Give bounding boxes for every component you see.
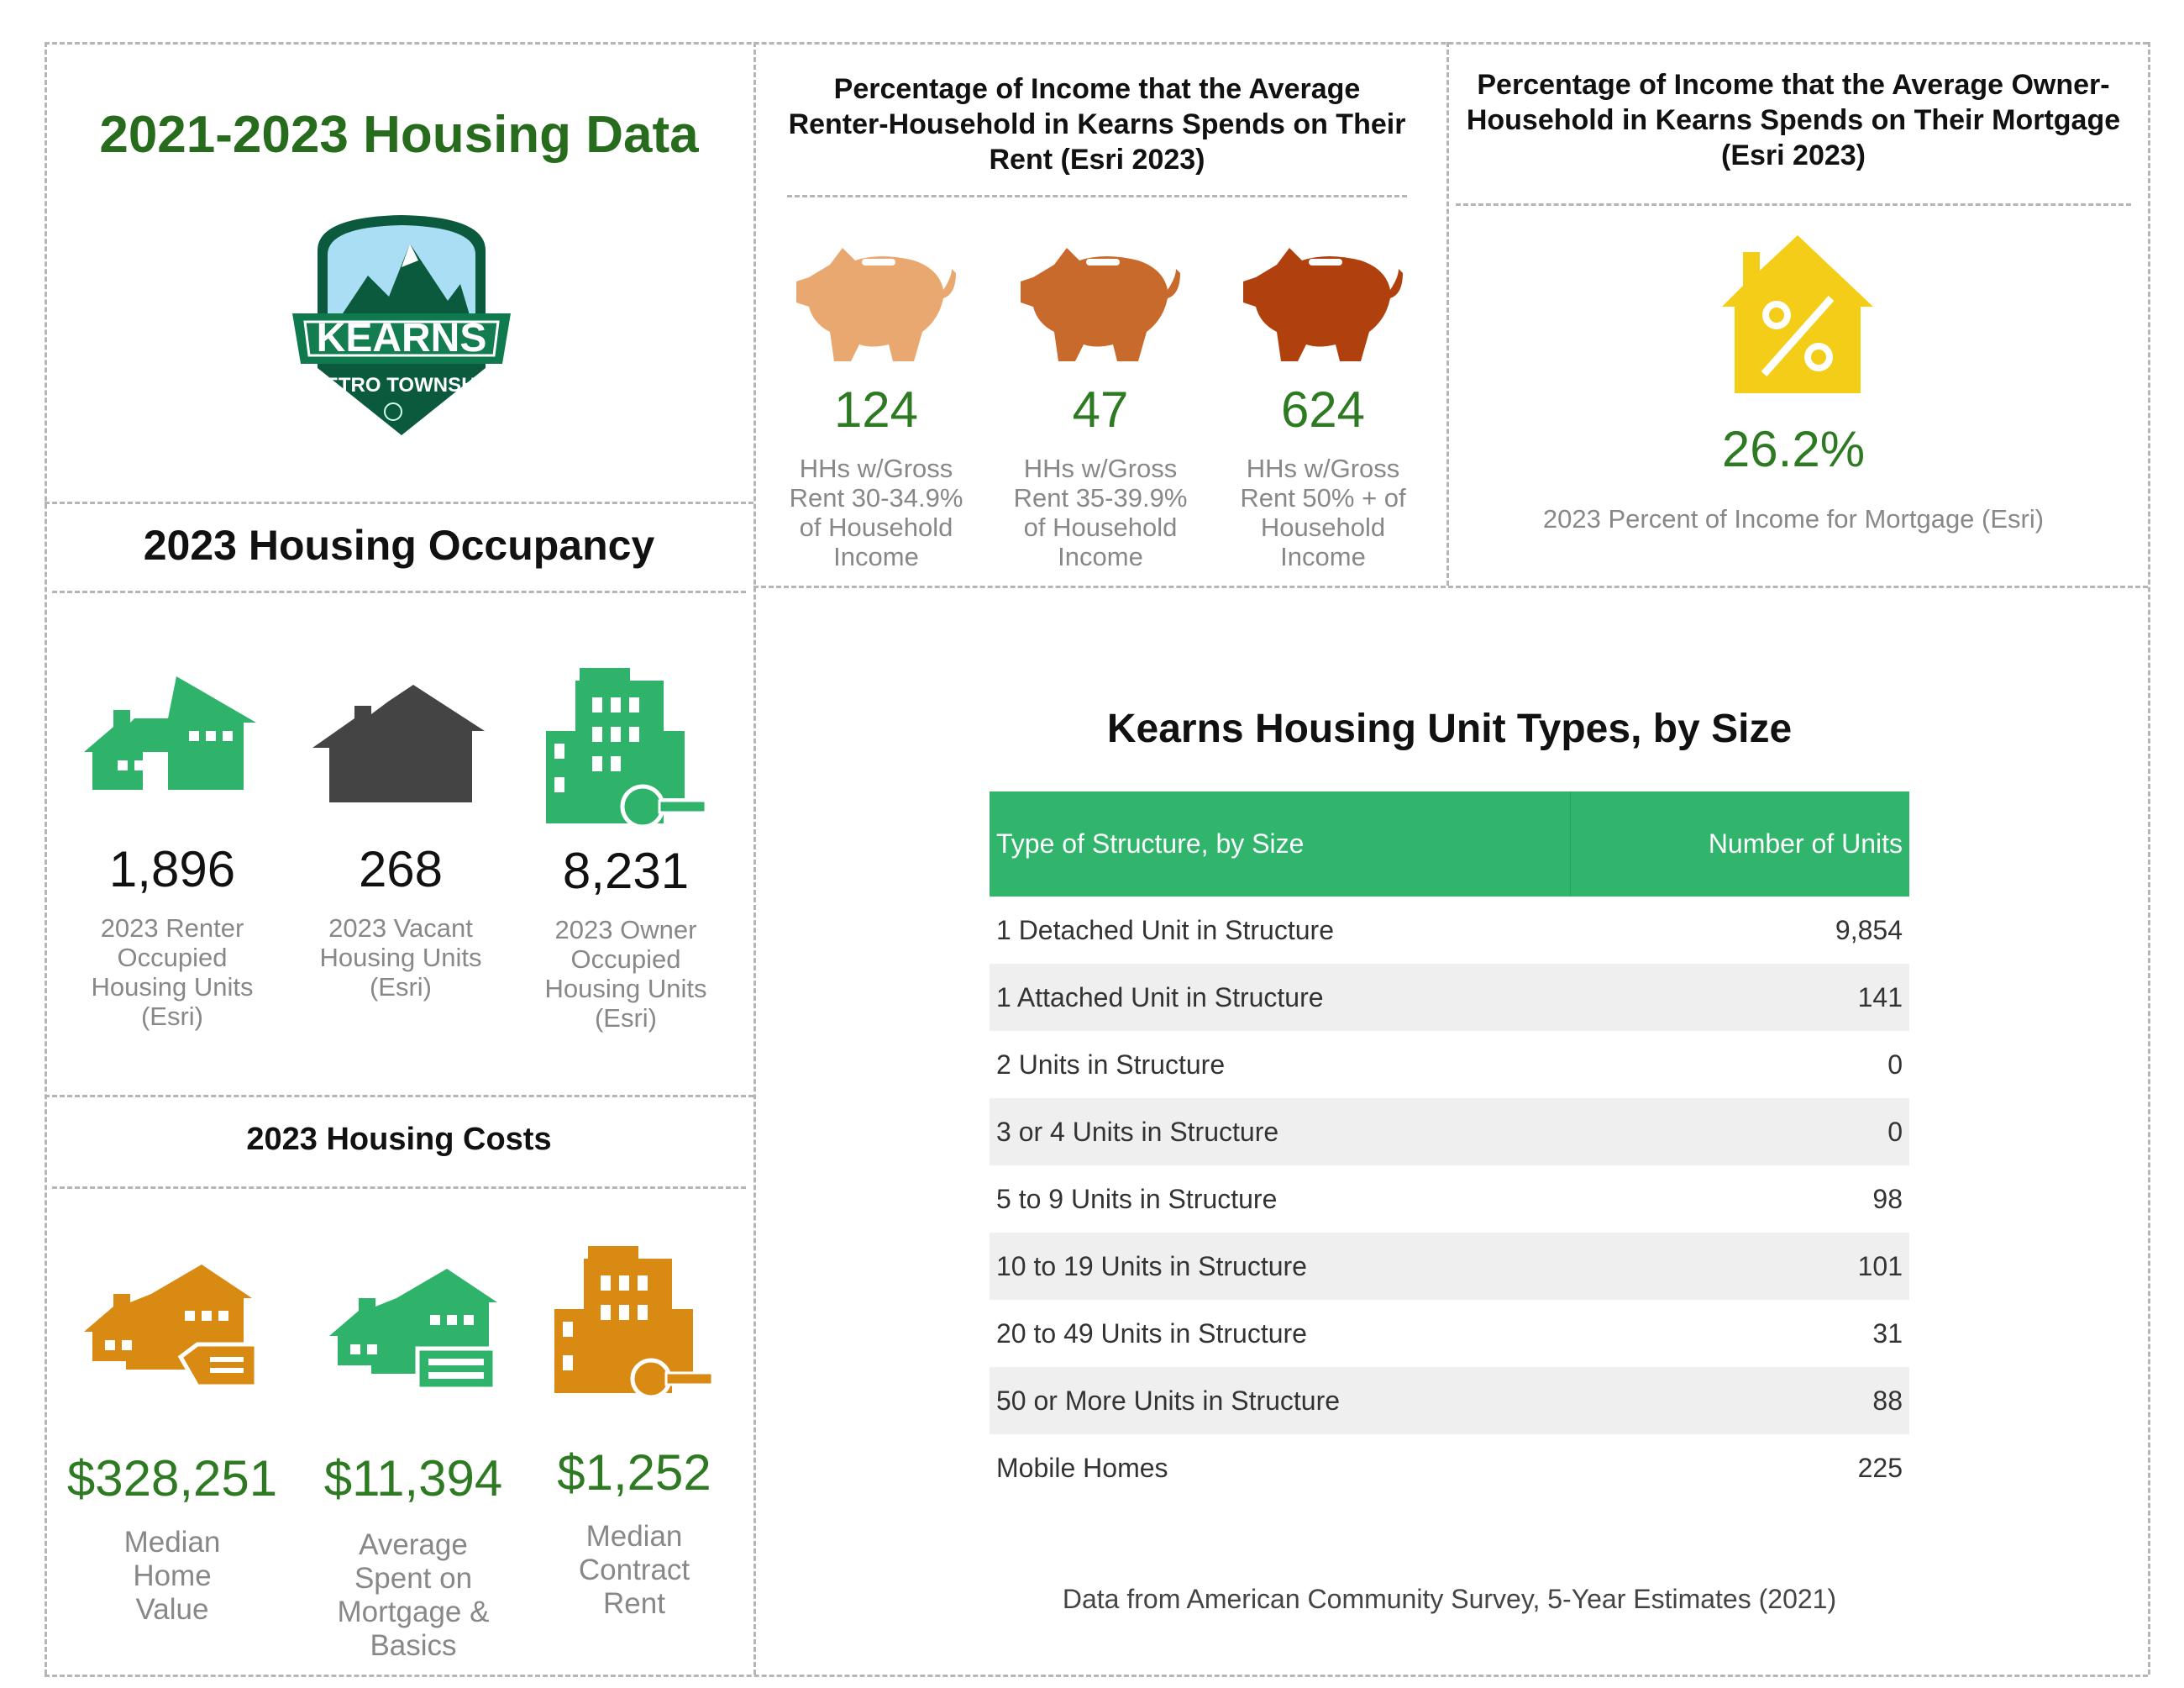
source-note: Data from American Community Survey, 5-Y…	[1062, 1584, 1837, 1614]
renter-label: HHs w/Gross Rent 30-34.9% of Household I…	[789, 454, 963, 571]
structure-type: 5 to 9 Units in Structure	[996, 1183, 1278, 1214]
table-row: 3 or 4 Units in Structure 0	[990, 1098, 1909, 1165]
renter-value: 47	[1072, 381, 1129, 438]
house-check-icon	[329, 1269, 497, 1391]
unit-count: 141	[1570, 964, 1909, 1031]
table-row: 20 to 49 Units in Structure 31	[990, 1300, 1909, 1367]
owner-heading: Percentage of Income that the Average Ow…	[1466, 69, 2121, 171]
piggy-bank-icon	[796, 248, 956, 361]
owner-label: 2023 Percent of Income for Mortgage (Esr…	[1542, 504, 2045, 534]
table-row: 5 to 9 Units in Structure 98	[990, 1165, 1909, 1233]
cost-mortgage: $11,394 Average Spent on Mortgage & Basi…	[304, 1265, 522, 1663]
piggy-bank-icon	[1021, 248, 1180, 361]
table-row: 50 or More Units in Structure 88	[990, 1367, 1909, 1434]
housing-unit-table: Type of Structure, by Size Number of Unit…	[990, 791, 1909, 1501]
median-home-value-label: Median Home Value	[123, 1526, 221, 1626]
renter-value: 124	[833, 381, 919, 438]
renter-label: HHs w/Gross Rent 50% + of Household Inco…	[1240, 454, 1406, 571]
house-tag-icon	[84, 1265, 259, 1389]
renter-heading: Percentage of Income that the Average Re…	[788, 73, 1406, 176]
svg-text:KEARNS: KEARNS	[317, 316, 487, 360]
table-title: Kearns Housing Unit Types, by Size	[1106, 707, 1793, 751]
divider	[45, 502, 753, 504]
costs-heading: 2023 Housing Costs	[246, 1122, 552, 1157]
mortgage-label: Average Spent on Mortgage & Basics	[337, 1528, 490, 1662]
unit-count: 225	[1857, 1452, 1903, 1483]
kearns-logo: KEARNS METRO TOWNSHIP	[284, 208, 519, 444]
renter-units-label: 2023 Renter Occupied Housing Units (Esri…	[91, 913, 254, 1031]
structure-type: 10 to 19 Units in Structure	[990, 1233, 1571, 1300]
divider	[45, 1095, 753, 1097]
renter-item: 624 HHs w/Gross Rent 50% + of Household …	[1231, 244, 1415, 571]
column-header: Type of Structure, by Size	[990, 791, 1571, 897]
cost-rent: $1,252 Median Contract Rent	[529, 1246, 739, 1621]
vacant-units-label: 2023 Vacant Housing Units (Esri)	[319, 913, 482, 1002]
occupancy-heading: 2023 Housing Occupancy	[143, 522, 655, 569]
building-key-icon	[554, 1246, 714, 1400]
owner-value: 26.2%	[1721, 421, 1866, 477]
frame-right	[2148, 42, 2150, 1675]
structure-type: 3 or 4 Units in Structure	[990, 1098, 1571, 1165]
renter-label: HHs w/Gross Rent 35-39.9% of Household I…	[1013, 454, 1188, 571]
divider	[787, 195, 1407, 197]
divider	[1456, 203, 2131, 206]
unit-count: 0	[1887, 1049, 1903, 1080]
unit-count: 31	[1872, 1317, 1903, 1349]
piggy-bank-icon	[1243, 248, 1403, 361]
median-rent-value: $1,252	[557, 1444, 711, 1501]
building-key-icon	[546, 668, 707, 829]
unit-count: 101	[1570, 1233, 1909, 1300]
divider	[1446, 42, 1449, 586]
table-row: 2 Units in Structure 0	[990, 1031, 1909, 1098]
structure-type: 1 Detached Unit in Structure	[996, 914, 1334, 945]
median-rent-label: Median Contract Rent	[578, 1520, 690, 1620]
owner-units-value: 8,231	[562, 843, 690, 899]
renter-item: 47 HHs w/Gross Rent 35-39.9% of Househol…	[1008, 244, 1193, 571]
column-header: Number of Units	[1570, 791, 1909, 897]
table-row: 1 Detached Unit in Structure 9,854	[990, 897, 1909, 964]
frame-bottom	[45, 1675, 2148, 1677]
renter-value: 624	[1280, 381, 1366, 438]
table-row: 1 Attached Unit in Structure 141	[990, 964, 1909, 1031]
table-row: 10 to 19 Units in Structure 101	[990, 1233, 1909, 1300]
table-row: Mobile Homes 225	[990, 1434, 1909, 1501]
occupancy-owner: 8,231 2023 Owner Occupied Housing Units …	[521, 668, 731, 1033]
house-icon	[84, 676, 256, 790]
frame-top	[45, 42, 2148, 45]
mortgage-value: $11,394	[323, 1450, 503, 1507]
frame-left	[45, 42, 47, 1675]
renter-units-value: 1,896	[108, 841, 236, 897]
median-home-value: $328,251	[66, 1450, 278, 1507]
divider	[753, 586, 2148, 588]
renter-item: 124 HHs w/Gross Rent 30-34.9% of Househo…	[784, 244, 969, 571]
divider	[753, 42, 756, 1675]
occupancy-vacant: 268 2023 Vacant Housing Units (Esri)	[296, 681, 506, 1002]
structure-type: 20 to 49 Units in Structure	[996, 1317, 1307, 1349]
occupancy-renter: 1,896 2023 Renter Occupied Housing Units…	[67, 672, 277, 1031]
house-percent-icon	[1722, 235, 1873, 397]
unit-count: 98	[1872, 1183, 1903, 1214]
vacant-units-value: 268	[358, 841, 444, 897]
divider	[52, 591, 746, 593]
svg-text:METRO TOWNSHIP: METRO TOWNSHIP	[308, 374, 495, 397]
structure-type: 1 Attached Unit in Structure	[990, 964, 1571, 1031]
structure-type: Mobile Homes	[996, 1452, 1168, 1483]
page-title: 2021-2023 Housing Data	[99, 106, 699, 164]
owner-units-label: 2023 Owner Occupied Housing Units (Esri)	[544, 915, 707, 1033]
unit-count: 88	[1570, 1367, 1909, 1434]
structure-type: 50 or More Units in Structure	[990, 1367, 1571, 1434]
unit-count: 9,854	[1835, 914, 1903, 945]
unit-count: 0	[1570, 1098, 1909, 1165]
structure-type: 2 Units in Structure	[996, 1049, 1226, 1080]
house-icon	[312, 685, 485, 802]
cost-home-value: $328,251 Median Home Value	[55, 1260, 290, 1627]
divider	[52, 1186, 746, 1189]
